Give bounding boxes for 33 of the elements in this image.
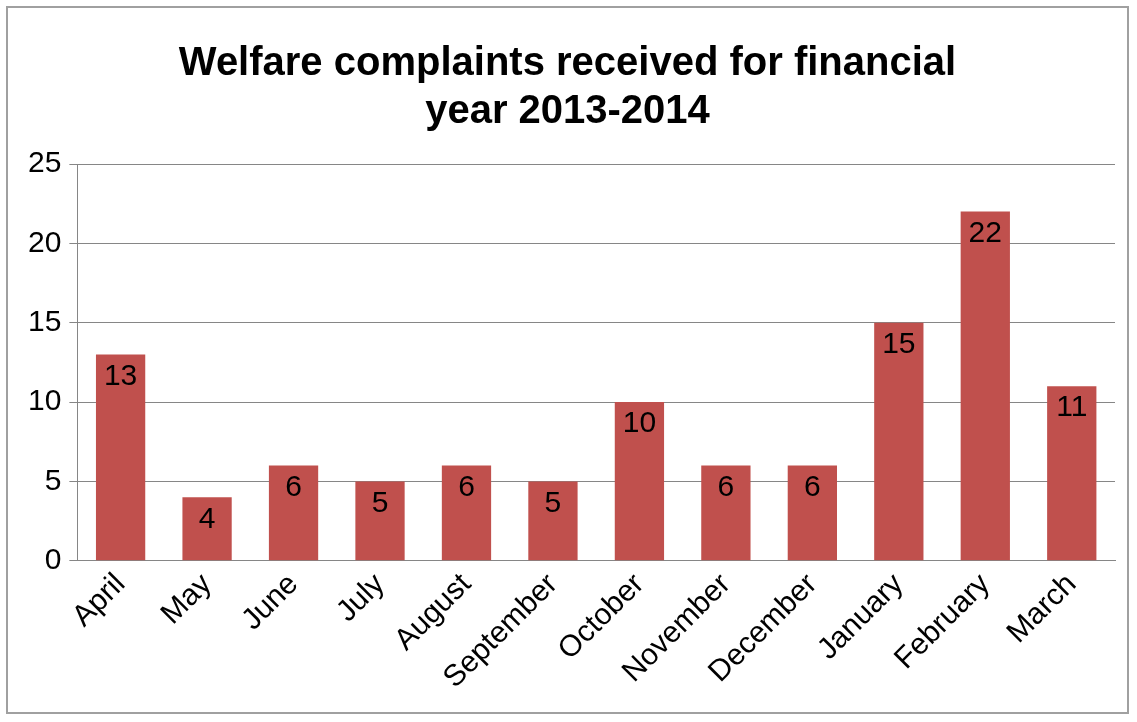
y-tick-label: 0 [44,542,62,576]
data-label: 15 [882,325,916,359]
bar [268,465,319,561]
y-tick-label: 25 [27,145,62,179]
y-tick-label: 20 [27,224,62,258]
data-label: 6 [285,468,302,502]
y-tick-label: 5 [44,462,62,496]
bar [874,322,924,561]
bar [95,354,146,561]
data-label: 6 [458,468,475,502]
data-label: 5 [544,484,562,518]
bar [960,211,1010,561]
bar [355,481,405,561]
bar [701,465,751,561]
data-label: 13 [103,357,138,391]
x-tick-label: May [153,566,218,630]
data-label: 10 [622,405,657,439]
chart-title: Welfare complaints received for financial year 2013-2014 [178,39,957,132]
data-label: 4 [198,500,216,534]
bar [1047,386,1097,561]
bar [182,497,232,561]
data-label: 11 [1056,389,1088,423]
data-label: 6 [804,468,821,502]
y-tick-label: 10 [27,383,62,417]
data-label: 22 [968,214,1002,248]
y-tick-label: 15 [27,303,62,337]
x-tick-label: July [329,566,391,628]
data-label: 6 [717,468,735,502]
data-label: 5 [371,484,389,518]
bar [528,481,578,561]
bar [614,402,665,561]
bar [787,465,837,561]
bar [441,465,492,561]
